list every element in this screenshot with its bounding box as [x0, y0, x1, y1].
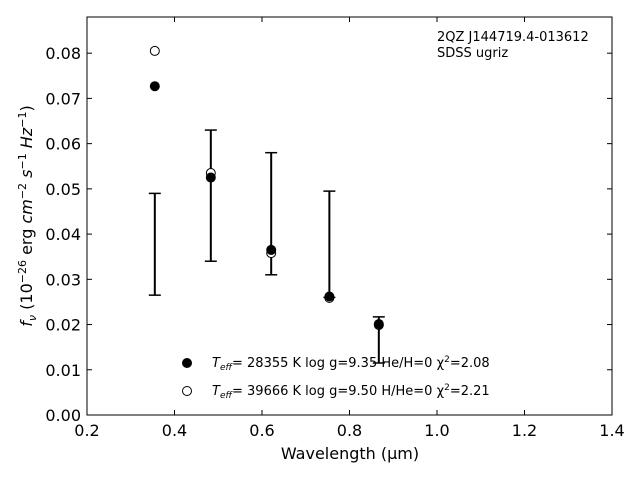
y-tick-label: 0.04 [45, 225, 81, 244]
x-axis-ticks: 0.2 0.4 0.6 0.8 1.0 1.2 1.4 [74, 17, 625, 440]
legend-marker-open [182, 386, 192, 396]
y-tick-label: 0.02 [45, 316, 81, 335]
y-tick-label: 0.01 [45, 361, 81, 380]
x-tick-label: 0.8 [337, 421, 362, 440]
y-tick-label: 0.07 [45, 89, 81, 108]
x-axis-label: Wavelength (μm) [281, 444, 419, 463]
legend-entry-2: Teff= 39666 K log g=9.50 H/He=0 χ2=2.21 [212, 383, 490, 401]
y-axis-label: fν (10−26 erg cm−2 s−1 Hz−1) [16, 105, 39, 326]
x-tick-label: 0.6 [249, 421, 274, 440]
y-tick-label: 0.00 [45, 406, 81, 425]
legend-entry-1: Teff= 28355 K log g=9.35 He/H=0 χ2=2.08 [212, 355, 490, 373]
x-tick-label: 1.4 [599, 421, 624, 440]
y-tick-label: 0.06 [45, 135, 81, 154]
legend: Teff= 28355 K log g=9.35 He/H=0 χ2=2.08 … [182, 355, 490, 401]
legend-marker-filled [182, 358, 192, 368]
x-tick-label: 0.4 [162, 421, 187, 440]
data-points [149, 45, 384, 330]
data-point-filled [373, 319, 384, 330]
y-tick-label: 0.08 [45, 44, 81, 63]
annotation-object-name: 2QZ J144719.4-013612 [437, 30, 589, 45]
y-tick-label: 0.05 [45, 180, 81, 199]
data-point-filled [324, 291, 335, 302]
y-tick-label: 0.03 [45, 270, 81, 289]
x-tick-label: 1.2 [512, 421, 537, 440]
data-point-open [149, 45, 160, 56]
data-point-filled [205, 172, 216, 183]
x-tick-label: 0.2 [74, 421, 99, 440]
data-point-filled [149, 81, 160, 92]
annotation-survey: SDSS ugriz [437, 46, 508, 61]
data-point-filled [266, 244, 277, 255]
y-axis-ticks: 0.00 0.01 0.02 0.03 0.04 0.05 0.06 0.07 0.08 [45, 44, 612, 425]
x-tick-label: 1.0 [424, 421, 449, 440]
error-bars [148, 129, 385, 364]
